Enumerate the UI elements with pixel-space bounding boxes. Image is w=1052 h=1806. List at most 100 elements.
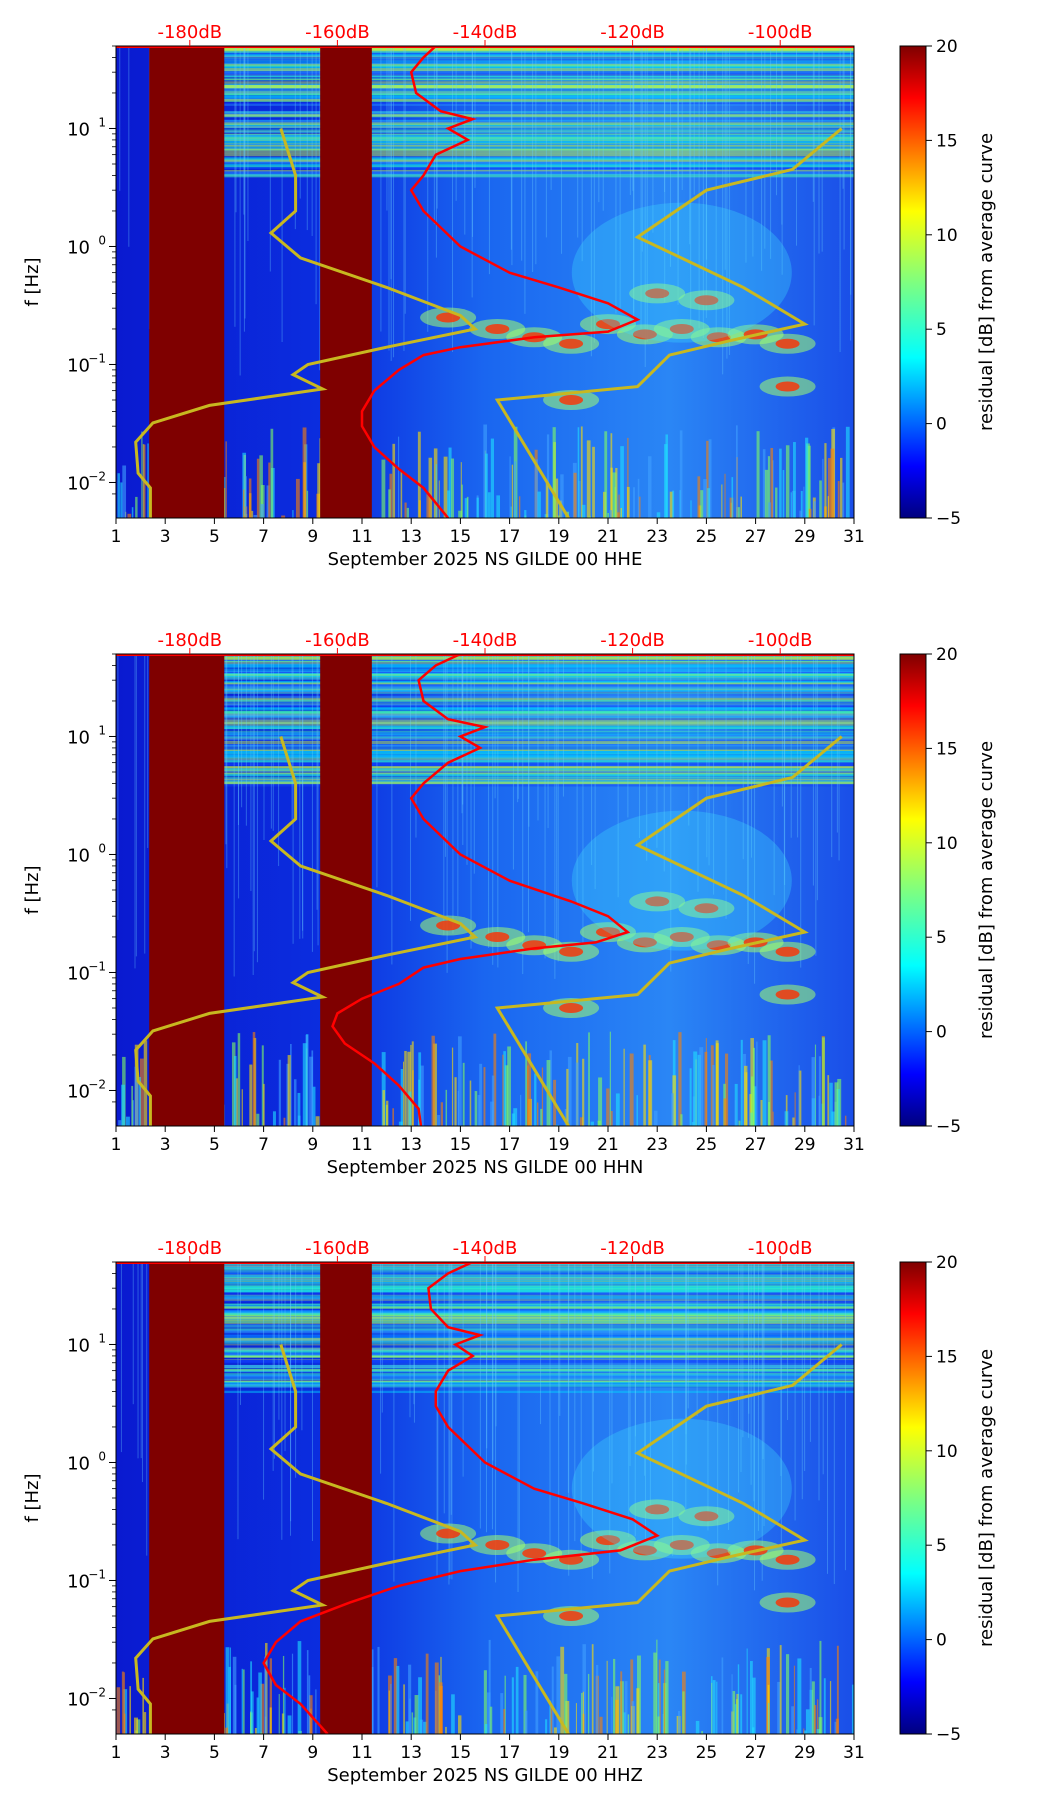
streak [141,1262,143,1483]
noise-band-line [224,1350,854,1353]
noise-band-line [224,1282,854,1285]
streak [707,488,711,518]
noise-band-line [224,689,854,692]
x-tick-label: 31 [843,1743,865,1763]
streak [518,496,521,518]
noise-band-line [224,1304,854,1308]
noise-band-line [224,752,854,756]
streak [517,654,519,799]
noise-band-line [224,1312,854,1315]
streak [629,46,631,196]
noise-band-line [224,778,854,781]
streak [740,1694,743,1734]
x-tick-label: 9 [307,1743,318,1763]
noise-band-line [224,120,854,122]
x-tick-label: 7 [258,1135,269,1155]
streak [632,46,634,191]
noise-band-line [224,115,854,117]
streak [388,1690,390,1734]
streak [502,1054,504,1126]
noise-band-line [224,760,854,763]
colorbar-tick-label: 0 [936,1023,947,1043]
streak [141,431,143,518]
streak [266,485,270,518]
streak [786,1654,790,1734]
noise-band-line [224,1359,854,1361]
colorbar-tick-label: 10 [936,1442,958,1462]
noise-band-line [224,54,854,58]
noise-band-line [224,754,854,757]
colorbar-tick-label: −5 [936,1725,961,1745]
streak [408,1091,412,1126]
streak [248,478,252,518]
streak [577,427,580,518]
noise-band-line [224,156,854,161]
noise-band-line [224,121,854,123]
colorbar-tick-label: 15 [936,131,958,151]
noise-band-line [224,1330,854,1334]
streak [534,1073,537,1126]
streak [435,464,437,518]
noise-band-line [224,697,854,700]
x-axis-label: September 2025 NS GILDE 00 HHZ [327,1765,643,1786]
energy-blob-core [559,395,584,405]
streak [524,1710,528,1734]
streak [411,1041,414,1126]
streak [137,1262,139,1459]
noise-band-line [224,1274,854,1277]
x-tick-label: 5 [209,1135,220,1155]
noise-band-line [224,1383,854,1386]
noise-band-line [224,85,854,89]
streak [140,1262,142,1459]
streak [123,1713,126,1734]
noise-band-line [224,112,854,115]
streak [695,1720,700,1734]
streak [809,1667,812,1734]
noise-band-line [224,1275,854,1279]
streak [845,426,850,518]
noise-band-line [224,126,854,128]
noise-band-line [224,749,854,754]
noise-band-line [224,688,854,690]
streak [437,1114,441,1126]
noise-band-line [224,91,854,94]
streak [527,1053,532,1126]
noise-band-line [224,1290,854,1293]
noise-band-line [224,726,854,730]
noise-band-line [224,113,854,115]
streak [712,1065,715,1126]
streak [523,1674,527,1734]
noise-band-line [224,1384,854,1388]
noise-band-line [224,1329,854,1333]
streak [427,46,429,332]
streak [821,1037,825,1126]
streak [522,654,524,975]
noise-band-line [224,48,854,52]
streak [292,654,294,944]
streak [228,1666,231,1734]
noise-band-line [224,714,854,717]
streak [631,1701,635,1734]
noise-band-line [224,68,854,72]
streak [837,481,840,518]
noise-band-line [224,739,854,741]
streak [458,1715,462,1734]
noise-band-line [224,713,854,716]
noise-band-line [224,1325,854,1327]
noise-band-line [224,1384,854,1388]
streak [697,476,701,518]
x-tick-label: 19 [548,527,570,547]
noise-band-line [224,772,854,776]
streak [268,462,271,518]
streak [443,654,445,936]
streak [731,1674,733,1734]
streak [540,1262,542,1425]
streak [757,1262,759,1531]
energy-blob-core [522,1548,547,1559]
noise-band-line [224,1284,854,1286]
streak [290,1043,292,1126]
noise-band-line [224,1335,854,1337]
noise-band-line [224,744,854,748]
noise-band-line [224,134,854,137]
noise-band-line [224,715,854,717]
